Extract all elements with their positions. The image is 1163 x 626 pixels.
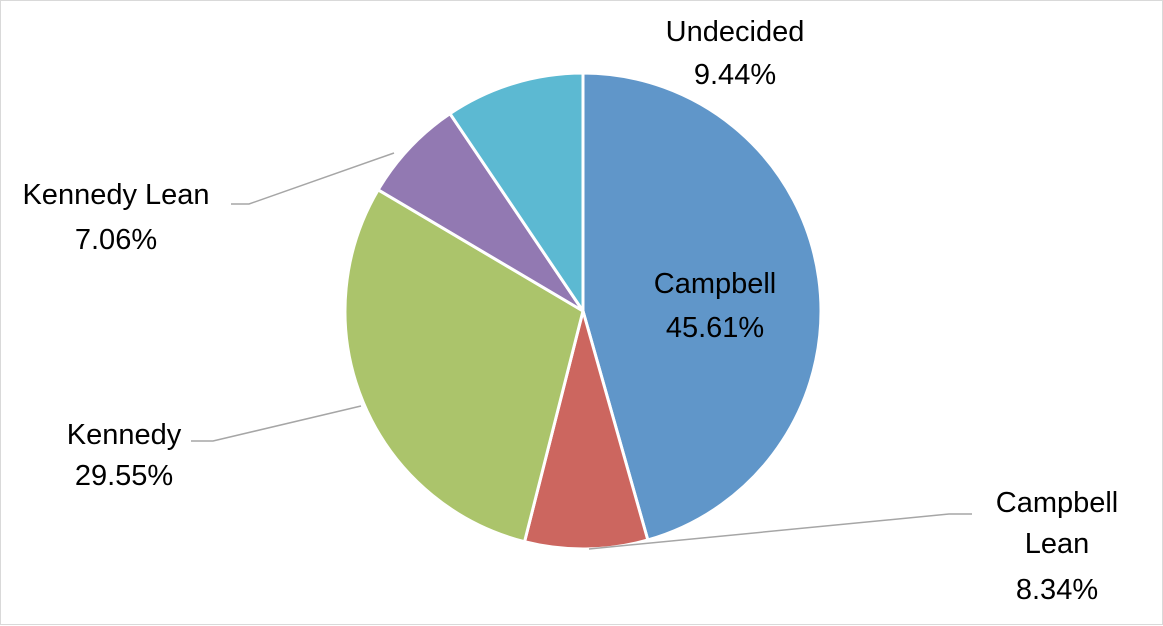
- label-campbell-lean-percent: 8.34%: [1016, 574, 1098, 606]
- label-campbell-lean-name-line1: Campbell: [996, 487, 1119, 519]
- label-campbell-percent: 45.61%: [666, 312, 764, 344]
- leader-campbell-lean: [588, 513, 972, 550]
- slice-campbell: [581, 71, 823, 542]
- slice-undecided: [448, 71, 585, 313]
- label-kennedy-lean-name: Kennedy Lean: [22, 179, 209, 211]
- leader-lines: [191, 152, 972, 550]
- data-labels: Campbell 45.61% Campbell Lean 8.34% Kenn…: [22, 16, 1118, 606]
- slice-campbell-lean: [523, 309, 650, 551]
- label-undecided-percent: 9.44%: [694, 59, 776, 91]
- label-campbell-name: Campbell: [654, 268, 777, 300]
- slice-kennedy: [343, 188, 585, 544]
- pie-slices: [343, 71, 823, 551]
- leader-kennedy: [191, 405, 362, 442]
- label-kennedy-percent: 29.55%: [75, 460, 173, 492]
- label-campbell-lean-name-line2: Lean: [1025, 528, 1090, 560]
- label-kennedy-name: Kennedy: [67, 419, 182, 451]
- label-undecided-name: Undecided: [666, 16, 805, 48]
- leader-kennedy-lean: [231, 152, 395, 205]
- slice-kennedy-lean: [376, 112, 585, 313]
- label-kennedy-lean-percent: 7.06%: [75, 224, 157, 256]
